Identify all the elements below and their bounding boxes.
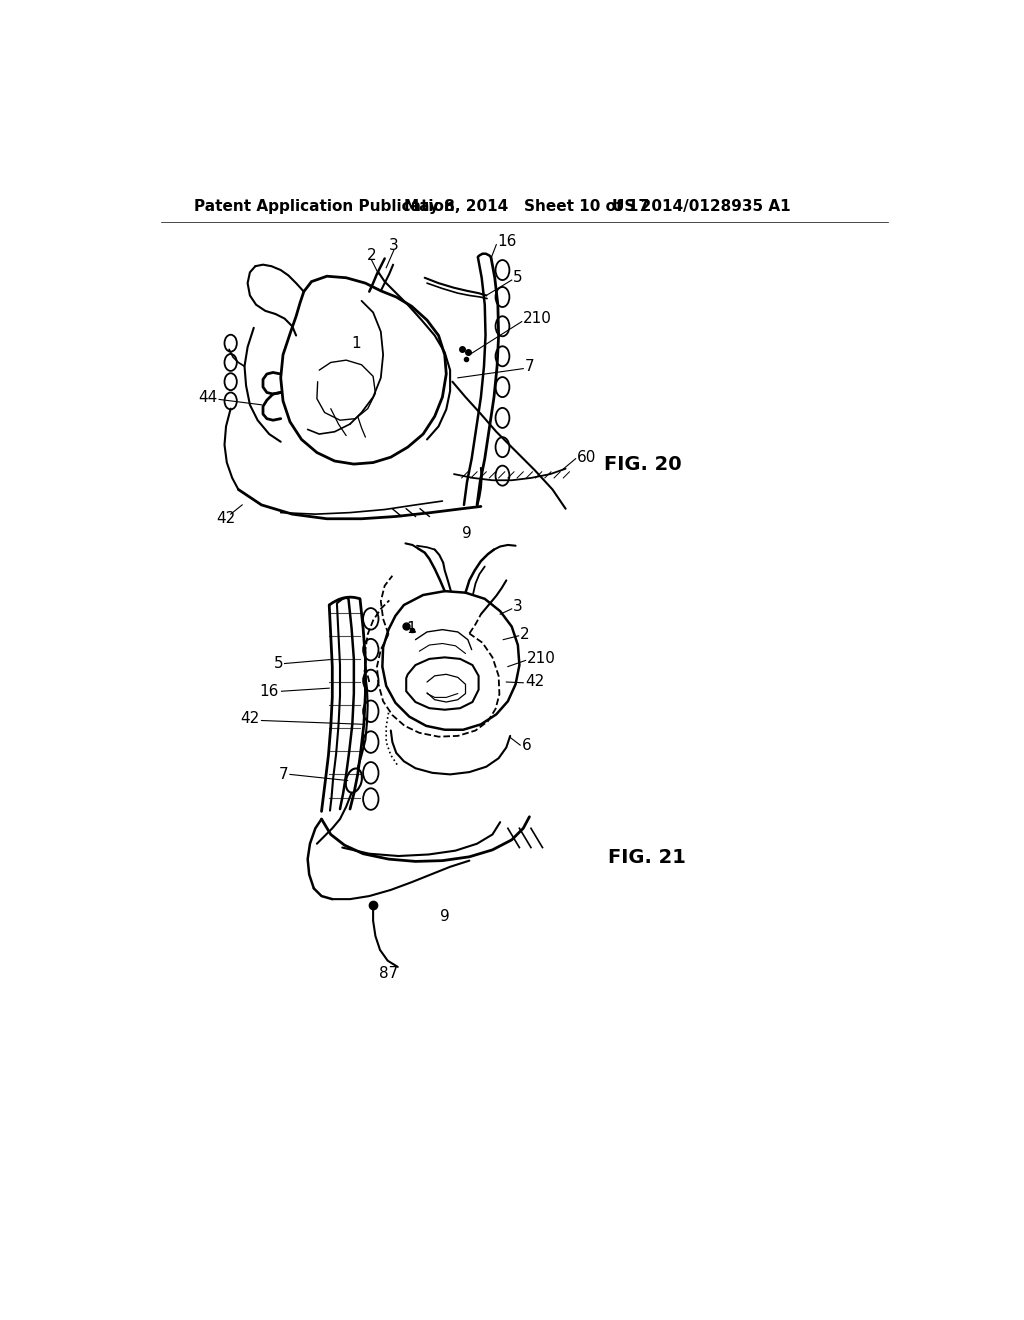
- Text: 2: 2: [520, 627, 529, 642]
- Text: 5: 5: [513, 271, 523, 285]
- Text: 210: 210: [527, 651, 556, 667]
- Text: 7: 7: [524, 359, 535, 374]
- Text: 60: 60: [578, 450, 597, 465]
- Text: 3: 3: [389, 238, 398, 253]
- Text: FIG. 21: FIG. 21: [608, 847, 686, 867]
- Text: 16: 16: [260, 684, 280, 698]
- Text: 1: 1: [407, 620, 417, 636]
- Polygon shape: [382, 591, 519, 730]
- Text: May 8, 2014   Sheet 10 of 17: May 8, 2014 Sheet 10 of 17: [403, 198, 649, 214]
- Text: US 2014/0128935 A1: US 2014/0128935 A1: [611, 198, 791, 214]
- Text: 9: 9: [462, 525, 472, 541]
- Polygon shape: [407, 657, 478, 710]
- Text: 2: 2: [367, 248, 377, 263]
- Text: 6: 6: [521, 738, 531, 752]
- Text: 9: 9: [440, 909, 450, 924]
- Text: 42: 42: [241, 711, 260, 726]
- Text: 7: 7: [279, 767, 289, 781]
- Text: 1: 1: [351, 335, 361, 351]
- Text: 44: 44: [199, 389, 217, 405]
- Polygon shape: [281, 276, 446, 465]
- Text: 16: 16: [497, 234, 516, 249]
- Text: 3: 3: [513, 599, 523, 614]
- Text: 42: 42: [524, 675, 544, 689]
- Text: 5: 5: [273, 656, 283, 671]
- Text: 210: 210: [523, 312, 552, 326]
- Text: 42: 42: [216, 511, 236, 527]
- Text: Patent Application Publication: Patent Application Publication: [194, 198, 455, 214]
- Text: 87: 87: [379, 965, 398, 981]
- Text: FIG. 20: FIG. 20: [604, 455, 682, 474]
